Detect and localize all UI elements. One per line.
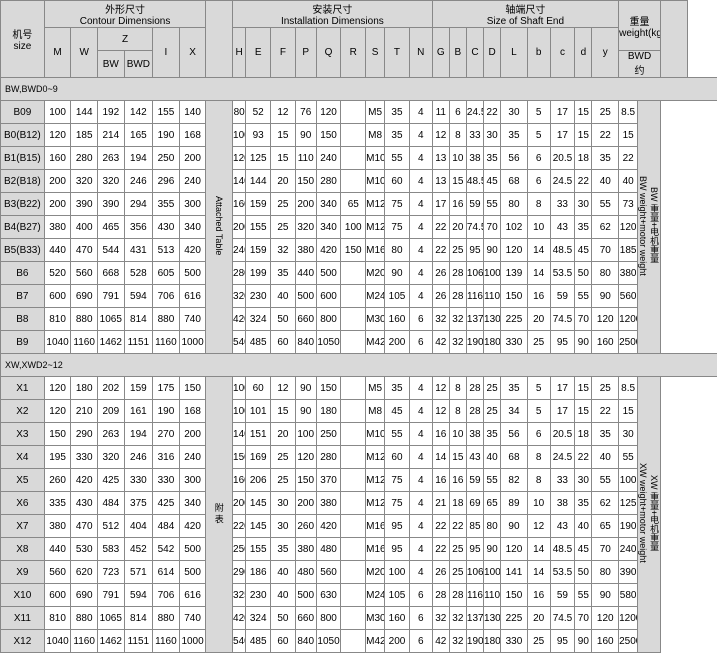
table-row: B760069079159470661632023040500600M24105… [1,285,717,308]
section-header: XW,XWD2~12 [1,354,717,377]
side-note-xw: XW 重量+电机重量XW weight+motor weight [638,377,661,653]
row-id: B1(B15) [1,147,45,170]
grp-shaft: 轴端尺寸Size of Shaft End [432,1,618,28]
col-N: N [409,28,432,78]
col-B: B [449,28,466,78]
col-D: D [484,28,501,78]
row-id: X6 [1,492,45,515]
col-S: S [366,28,385,78]
col-b: b [527,28,550,78]
row-id: B7 [1,285,45,308]
row-id: B6 [1,262,45,285]
col-P: P [295,28,316,78]
col-d: d [575,28,592,78]
table-row: X21202102091611901681001011590180M845412… [1,400,717,423]
side-note-bw: BW 重量+电机重量BW weight+motor weight [638,101,661,354]
row-id: X11 [1,607,45,630]
row-id: X12 [1,630,45,653]
col-T: T [385,28,410,78]
grp-contour: 外形尺寸Contour Dimensions [44,1,206,28]
row-id: B0(B12) [1,124,45,147]
table-row: X1060069079159470661632523040500630M2410… [1,584,717,607]
col-c: c [550,28,575,78]
col-G: G [432,28,449,78]
row-id: X1 [1,377,45,400]
table-row: B8810880106581488074042032450660800M3016… [1,308,717,331]
table-row: X11810880106581488074042032450660800M301… [1,607,717,630]
row-id: X4 [1,446,45,469]
j-column-2: 附 表 [206,377,233,653]
row-id: B9 [1,331,45,354]
table-row: X1120180202159175150附 表100601290150M5354… [1,377,717,400]
table-row: X526042042533033030016020625150370M12754… [1,469,717,492]
grp-weight: 重量weight(kg) [619,1,661,51]
row-id: X5 [1,469,45,492]
j-column: Attached Table [206,101,233,354]
row-id: B4(B27) [1,216,45,239]
table-row: X121040116014621151116010005404856084010… [1,630,717,653]
table-row: X844053058345254250025015535380480M16954… [1,538,717,561]
table-row: B5(B33)440470544431513420240159323804201… [1,239,717,262]
table-row: B09100144192142155140Attached Table80521… [1,101,717,124]
row-id: B5(B33) [1,239,45,262]
row-id: B09 [1,101,45,124]
row-id: B8 [1,308,45,331]
row-id: B2(B18) [1,170,45,193]
spec-table: 机号size外形尺寸Contour Dimensions 安装尺寸Installa… [0,0,717,653]
table-row: B0(B12)120185214165190168100931590150M83… [1,124,717,147]
table-row: X956062072357161450029018640480560M20100… [1,561,717,584]
table-row: X419533032024631624015016925120280M12604… [1,446,717,469]
col-size: 机号size [1,1,45,78]
row-id: B3(B22) [1,193,45,216]
row-id: X3 [1,423,45,446]
row-id: X8 [1,538,45,561]
section-header: BW,BWD0~9 [1,78,717,101]
table-row: X633543048437542534020014530200380M12754… [1,492,717,515]
row-id: X2 [1,400,45,423]
col-y: y [592,28,619,78]
row-id: X9 [1,561,45,584]
table-row: X315029026319427020014015120100250M10554… [1,423,717,446]
table-row: B910401160146211511160100054048560840105… [1,331,717,354]
col-L: L [501,28,528,78]
col-C: C [466,28,483,78]
row-id: X10 [1,584,45,607]
grp-install: 安装尺寸Installation Dimensions [233,1,433,28]
col-Q: Q [316,28,341,78]
table-row: B652056066852860550028019935440500M20904… [1,262,717,285]
row-id: X7 [1,515,45,538]
table-row: B4(B27)380400465356430340200155253203401… [1,216,717,239]
table-row: X738047051240448442022014530260420M16954… [1,515,717,538]
col-R: R [341,28,366,78]
table-row: B1(B15)16028026319425020012012515110240M… [1,147,717,170]
table-row: B2(B18)20032032024629624014014420150280M… [1,170,717,193]
table-row: B3(B22)200390390294355300160159252003406… [1,193,717,216]
col-H: H [233,28,246,78]
col-F: F [271,28,296,78]
col-E: E [246,28,271,78]
